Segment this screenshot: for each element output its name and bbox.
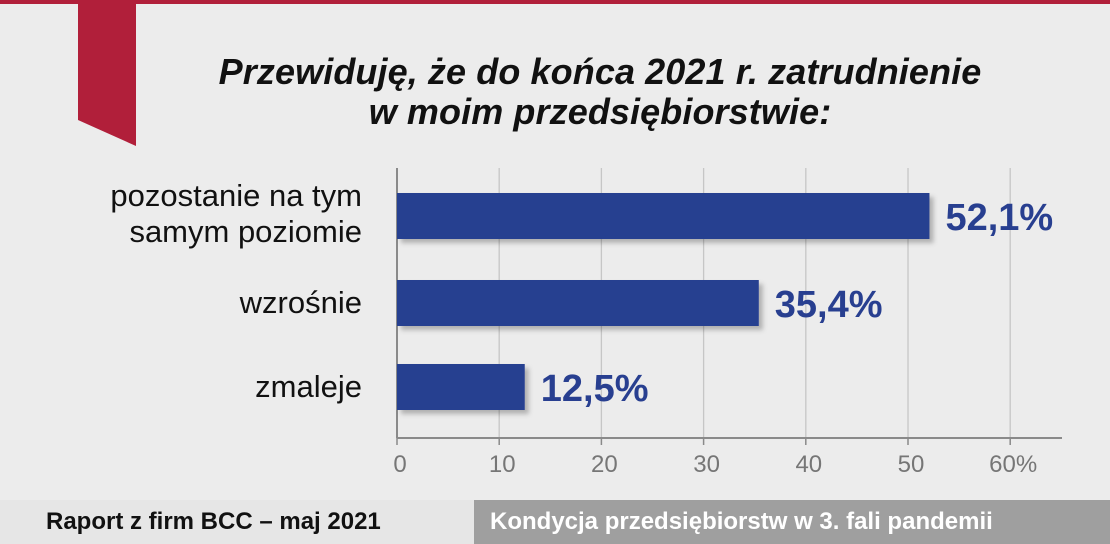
- value-label: 52,1%: [945, 197, 1053, 239]
- category-label-line: zmaleje: [255, 369, 362, 404]
- horizontal-bar-chart: pozostanie na tym samym poziomie wzrośnie z…: [110, 168, 1062, 478]
- footer-left-panel: Raport z firm BCC – maj 2021: [0, 500, 474, 544]
- footer-subject-label: Kondycja przedsiębiorstw w 3. fali pande…: [490, 508, 993, 535]
- x-axis-tick-label: 0: [393, 451, 406, 478]
- category-label: wzrośnie: [239, 285, 362, 320]
- x-axis-tick-label: 60%: [989, 451, 1037, 478]
- category-label: pozostanie na tym samym poziomie: [110, 178, 362, 249]
- category-labels: pozostanie na tym samym poziomie wzrośnie z…: [110, 178, 362, 404]
- bar-3: [397, 364, 525, 410]
- x-axis-tick-label: 30: [693, 451, 720, 478]
- chart-title-line-1: Przewiduję, że do końca 2021 r. zatrudni…: [218, 51, 982, 92]
- category-label-line: samym poziomie: [129, 214, 362, 249]
- value-labels: 52,1% 35,4% 12,5%: [541, 197, 1053, 410]
- category-label-line: pozostanie na tym: [110, 178, 362, 213]
- footer-bar: Raport z firm BCC – maj 2021 Kondycja pr…: [0, 500, 1110, 544]
- x-axis-tick-label: 40: [795, 451, 822, 478]
- x-axis-tick-labels: 0 10 20 30 40 50 60%: [393, 451, 1037, 478]
- chart-title: Przewiduję, że do końca 2021 r. zatrudni…: [170, 52, 1030, 132]
- category-label: zmaleje: [255, 369, 362, 404]
- value-label: 12,5%: [541, 368, 649, 410]
- category-label-line: wzrośnie: [239, 285, 362, 320]
- x-axis-tick-label: 10: [489, 451, 516, 478]
- bar-2: [397, 280, 759, 326]
- footer-report-label: Raport z firm BCC – maj 2021: [46, 508, 381, 535]
- bar-series: [397, 193, 930, 410]
- top-accent-line: [0, 0, 1110, 4]
- bookmark-ribbon-icon: [78, 0, 136, 146]
- bar-1: [397, 193, 930, 239]
- chart-title-line-2: w moim przedsiębiorstwie:: [368, 91, 832, 132]
- x-axis-tick-label: 20: [591, 451, 618, 478]
- value-label: 35,4%: [775, 284, 883, 326]
- x-axis-tick-label: 50: [898, 451, 925, 478]
